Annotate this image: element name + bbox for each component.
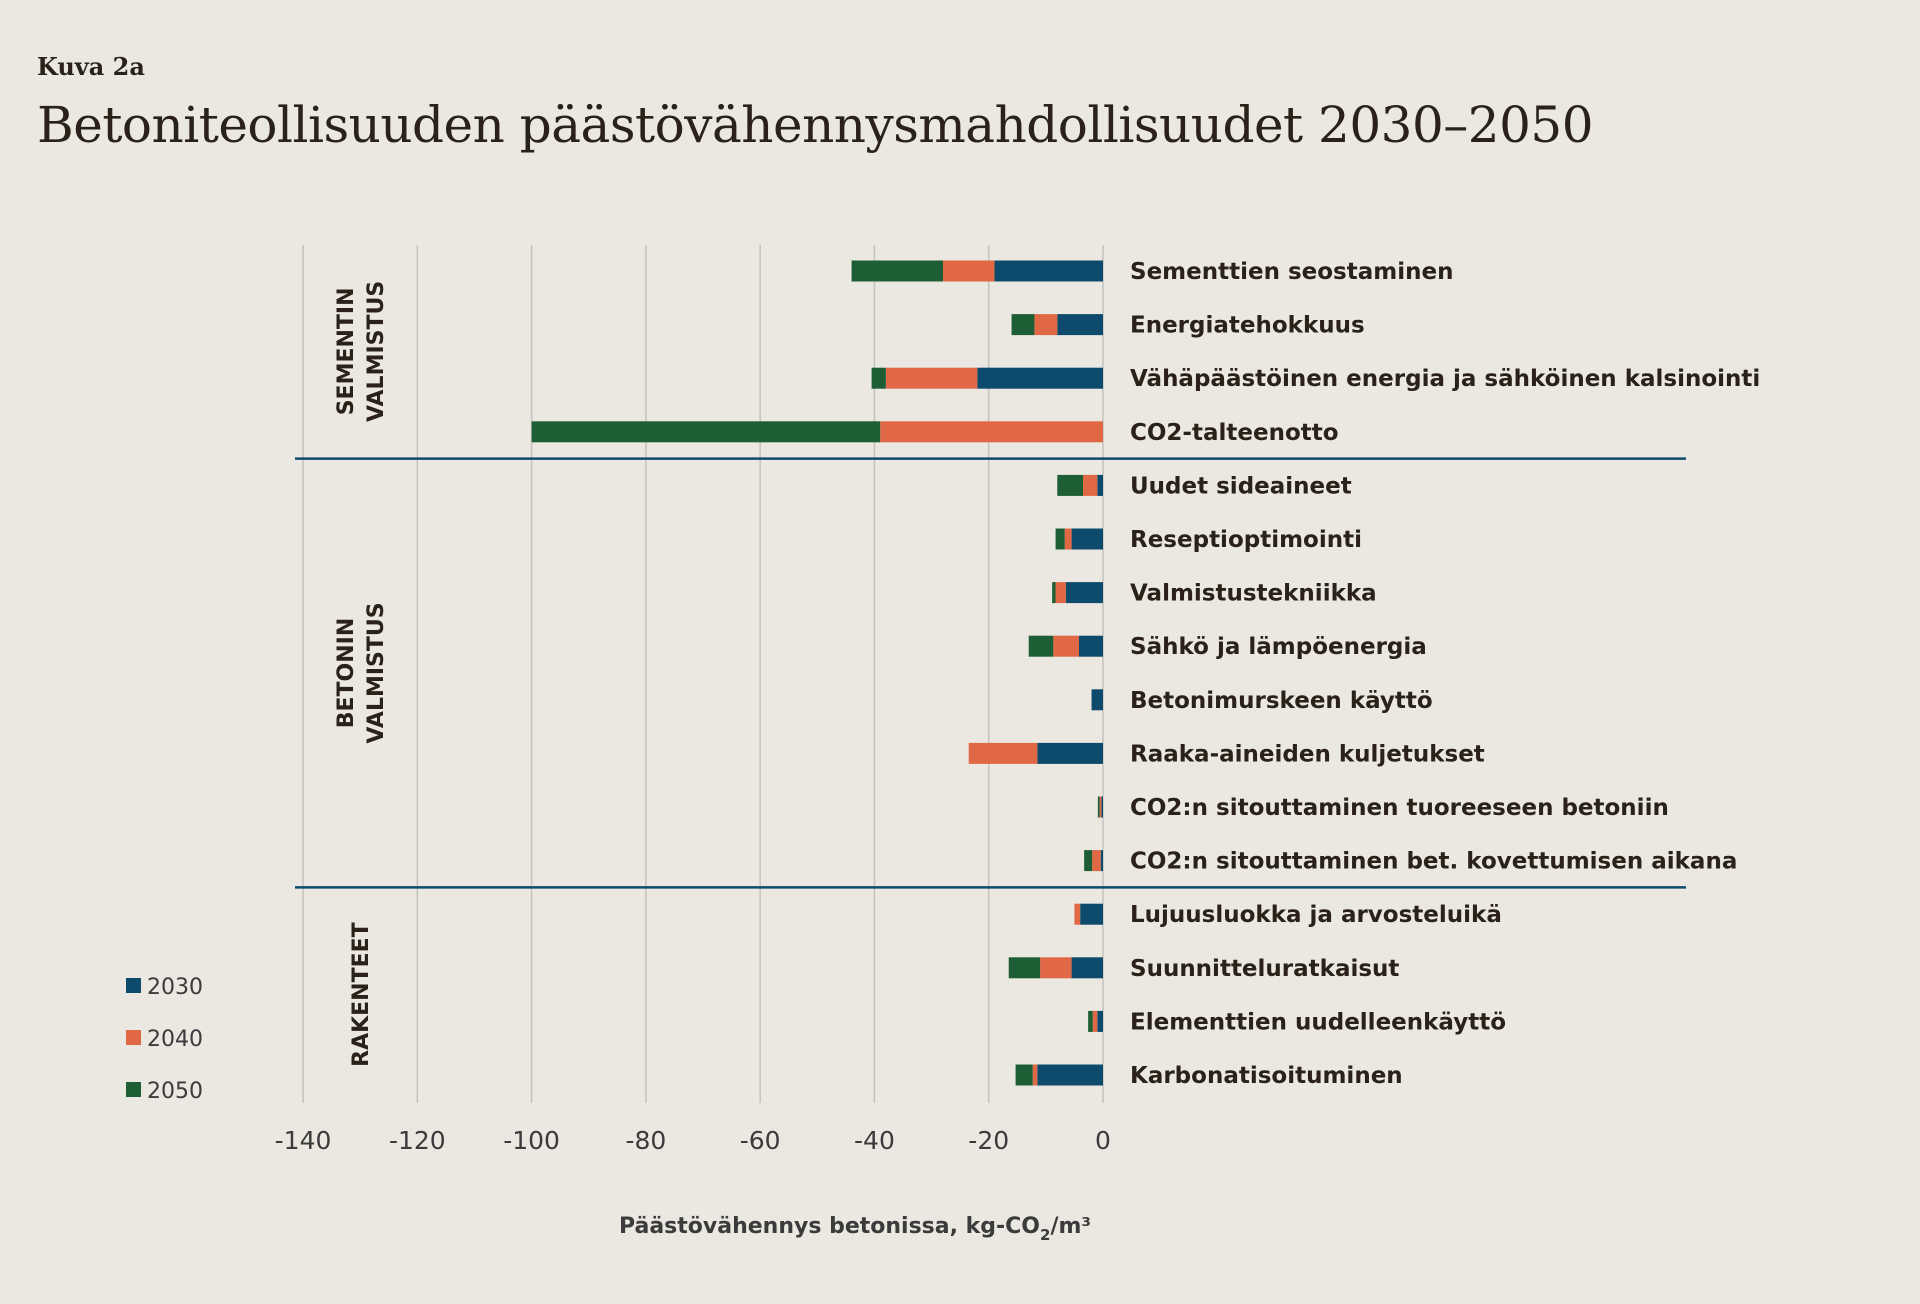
category-label: CO2:n sitouttaminen bet. kovettumisen ai… [1130,849,1737,875]
bar-2040 [885,367,978,389]
x-tick-label: -140 [275,1126,332,1155]
x-tick-labels: -140 -120 -100 -80 -60 -40 -20 0 [275,1126,1111,1155]
bar-2050 [1097,796,1100,818]
category-label: Karbonatisoituminen [1130,1063,1403,1089]
bar-2030 [1079,635,1103,657]
group-separators [295,457,1686,889]
bar-2050 [1008,957,1041,979]
bar-2030 [1101,796,1103,818]
bar-2050 [1052,582,1056,604]
category-label: CO2:n sitouttaminen tuoreeseen betoniin [1130,795,1669,821]
bar-2030 [977,367,1103,389]
bar-2030 [1037,1064,1103,1086]
category-label: Sähkö ja lämpöenergia [1130,634,1427,660]
bar-2050 [1011,314,1035,336]
bar-2040 [1099,796,1102,818]
bar-2040 [1034,314,1058,336]
bar-2040 [1083,474,1098,496]
legend-swatch [126,1030,141,1045]
bar-2030 [1037,742,1103,764]
x-tick-label: 0 [1095,1126,1111,1155]
bars [531,260,1103,1086]
legend-label: 2040 [147,1027,203,1052]
bar-2040 [1032,1064,1038,1086]
x-tick-label: -60 [740,1126,781,1155]
category-labels: Sementtien seostaminen Energiatehokkuus Vä… [1130,259,1760,1089]
category-label: Elementtien uudelleenkäyttö [1130,1009,1506,1035]
category-label: Reseptioptimointi [1130,527,1362,553]
bar-2040 [1092,850,1101,872]
bar-2040 [1053,635,1080,657]
group-label: SEMENTIN VALMISTUS [334,281,389,422]
bar-2030 [1100,850,1103,872]
bar-2050 [871,367,886,389]
chart-title: Betoniteollisuuden päästövähennysmahdoll… [37,96,1594,154]
category-label: Valmistustekniikka [1130,581,1377,607]
x-tick-label: -100 [503,1126,560,1155]
x-tick-label: -40 [854,1126,895,1155]
bar-2050 [1028,635,1054,657]
bar-2040 [968,742,1038,764]
legend-label: 2050 [147,1079,203,1104]
bar-2030 [1080,903,1103,925]
legend-label: 2030 [147,975,203,1000]
bar-2030 [994,260,1103,282]
category-label: Energiatehokkuus [1130,313,1365,339]
bar-2050 [1088,1010,1093,1032]
bar-2030 [1065,582,1103,604]
bar-2030 [1071,528,1103,550]
bar-2040 [880,421,1103,443]
category-label: Raaka-aineiden kuljetukset [1130,741,1485,767]
bar-2050 [1055,528,1065,550]
category-label: Vähäpäästöinen energia ja sähköinen kals… [1130,366,1760,392]
bar-2040 [1040,957,1072,979]
bar-2030 [1097,474,1103,496]
x-axis-label: Päästövähennys betonissa, kg-CO2/m³ [619,1214,1091,1244]
bar-2030 [1057,314,1103,336]
group-label: BETONIN VALMISTUS [334,602,389,743]
x-tick-label: -20 [968,1126,1009,1155]
group-labels: SEMENTIN VALMISTUS BETONIN VALMISTUS RAKENTE… [334,281,389,1067]
bar-2030 [1091,689,1103,711]
legend-swatch [126,978,141,993]
category-label: CO2-talteenotto [1130,420,1339,446]
legend-swatch [126,1082,141,1097]
bar-2040 [1064,528,1072,550]
bar-2040 [1092,1010,1098,1032]
bar-2050 [1015,1064,1033,1086]
category-label: Suunnitteluratkaisut [1130,956,1399,982]
bar-2040 [1055,582,1066,604]
bar-2050 [531,421,881,443]
group-label: RAKENTEET [349,922,374,1067]
bar-2050 [1057,474,1084,496]
bar-2050 [1084,850,1093,872]
category-label: Betonimurskeen käyttö [1130,688,1433,714]
bar-2040 [1074,903,1081,925]
category-label: Lujuusluokka ja arvosteluikä [1130,902,1502,928]
bar-2040 [943,260,995,282]
legend: 2030 2040 2050 [126,975,203,1104]
x-tick-label: -120 [389,1126,446,1155]
category-label: Uudet sideaineet [1130,473,1352,499]
bar-2030 [1097,1010,1103,1032]
bar-2050 [851,260,944,282]
figure-label: Kuva 2a [37,52,145,81]
category-label: Sementtien seostaminen [1130,259,1453,285]
bar-2030 [1071,957,1103,979]
x-tick-label: -80 [625,1126,666,1155]
